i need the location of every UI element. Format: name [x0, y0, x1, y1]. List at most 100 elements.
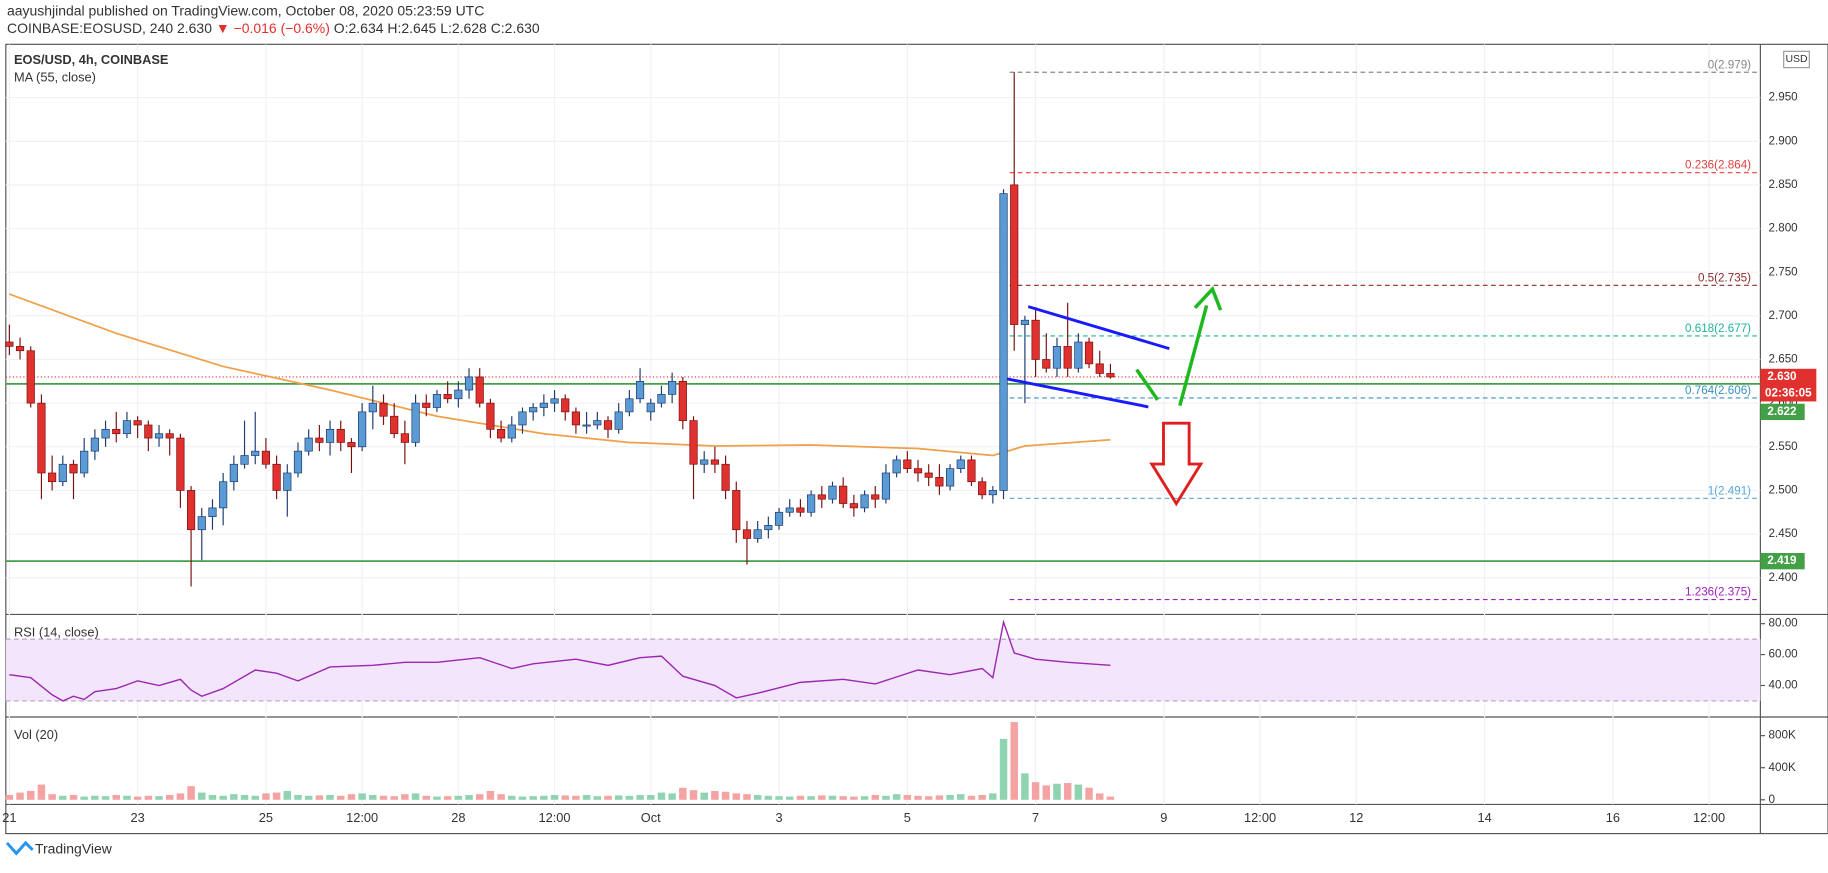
x-tick-label: 5: [904, 810, 911, 825]
volume-bar: [625, 795, 634, 800]
candle-body: [464, 376, 474, 391]
volume-bar: [882, 795, 890, 800]
fib-label: 0.618(2.677): [1685, 322, 1751, 335]
volume-bar: [850, 796, 858, 800]
volume-bar: [347, 794, 356, 800]
volume-bar: [315, 795, 324, 800]
volume-bar: [1085, 787, 1093, 800]
candle-body: [411, 402, 420, 443]
candle-body: [635, 380, 645, 400]
candle-body: [849, 503, 858, 509]
y-tick-label: 2.850: [1769, 178, 1799, 191]
candle-body: [219, 481, 228, 509]
candle-body: [315, 437, 324, 443]
candle-body: [550, 398, 559, 404]
volume-bar: [101, 796, 110, 800]
low: L:2.628: [440, 20, 487, 36]
candle-body: [956, 459, 965, 469]
volume-bar: [1021, 773, 1029, 800]
y-tick-label: 2.800: [1769, 222, 1799, 235]
candle-body: [112, 428, 121, 435]
candle-body: [15, 346, 25, 352]
candle-body: [325, 428, 335, 443]
volume-bar: [1010, 722, 1018, 800]
candle-body: [101, 428, 110, 439]
volume-bar: [123, 795, 131, 800]
volume-bar: [924, 796, 933, 800]
candle-body: [892, 459, 901, 474]
volume-bar: [337, 795, 345, 800]
volume-bar: [529, 796, 537, 800]
vol-tick-label: 400K: [1769, 761, 1796, 774]
candle-body: [475, 376, 484, 404]
volume-bar: [443, 796, 452, 800]
rsi-tick-label: 40.00: [1769, 679, 1799, 692]
volume-bar: [144, 795, 153, 800]
y-tick-label: 2.500: [1769, 484, 1799, 497]
x-tick-label: 12: [1349, 810, 1363, 825]
volume-bar: [935, 795, 944, 800]
volume-bar: [957, 794, 965, 800]
volume-bar: [37, 784, 46, 800]
candle-body: [860, 494, 869, 509]
volume-bar: [593, 796, 602, 800]
candle-body: [678, 380, 687, 421]
candle-body: [251, 450, 260, 456]
x-tick-label: 21: [2, 810, 16, 825]
x-tick-label: 16: [1606, 810, 1620, 825]
volume-bar: [668, 793, 676, 800]
volume-bar: [518, 796, 527, 800]
rsi-band: [5, 639, 1761, 701]
x-tick-label: 12:00: [1693, 810, 1725, 825]
candle-body: [529, 407, 538, 413]
candle-body: [197, 516, 206, 531]
fib-label: 0.5(2.735): [1698, 271, 1751, 284]
ma-legend: MA (55, close): [14, 70, 96, 85]
brand: TradingView: [35, 841, 113, 857]
volume-bar: [550, 794, 559, 800]
x-tick-label: 12:00: [346, 810, 378, 825]
vol-tick-label: 0: [1769, 793, 1776, 806]
volume-bar: [133, 796, 142, 800]
frame: [5, 43, 1828, 835]
arrow: [1135, 368, 1160, 401]
trend-line: [1027, 305, 1170, 351]
author-line: aayushjindal published on TradingView.co…: [7, 2, 484, 18]
volume-bar: [1074, 784, 1083, 800]
candle-body: [272, 463, 281, 491]
price-badge: [1760, 552, 1805, 570]
trend-line: [1006, 377, 1149, 409]
candle-body: [657, 394, 666, 404]
y-tick-label: 2.900: [1769, 134, 1799, 147]
candle-body: [69, 463, 78, 474]
rsi-tick-label: 80.00: [1769, 617, 1799, 630]
candle-body: [1052, 346, 1062, 369]
volume-bar: [657, 792, 666, 800]
candle-body: [90, 437, 99, 452]
volume-bar: [1095, 793, 1104, 800]
volume-bar: [572, 795, 580, 800]
candle-body: [561, 398, 570, 413]
volume-bar: [775, 796, 783, 800]
x-tick-label: 7: [1032, 810, 1039, 825]
candle-body: [796, 507, 805, 513]
change: ▼ −0.016 (−0.6%): [216, 20, 330, 36]
last-price-label: 2.630: [1767, 370, 1796, 383]
chart-title: EOS/USD, 4h, COINBASE: [14, 52, 169, 67]
volume-bar: [1106, 796, 1115, 800]
candle-body: [48, 472, 57, 483]
rsi-legend: RSI (14, close): [14, 624, 99, 639]
candle-body: [839, 485, 848, 504]
volume-bar: [614, 795, 623, 800]
volume-bar: [1031, 782, 1040, 800]
volume-bar: [486, 790, 495, 800]
ma-line: [9, 293, 1111, 457]
vol-tick-label: 800K: [1769, 729, 1796, 742]
candle-body: [304, 437, 313, 452]
candle-body: [1010, 184, 1019, 325]
candle-body: [1106, 373, 1115, 378]
volume-bar: [294, 794, 302, 800]
volume-bar: [16, 792, 24, 800]
volume-bar: [582, 794, 591, 800]
